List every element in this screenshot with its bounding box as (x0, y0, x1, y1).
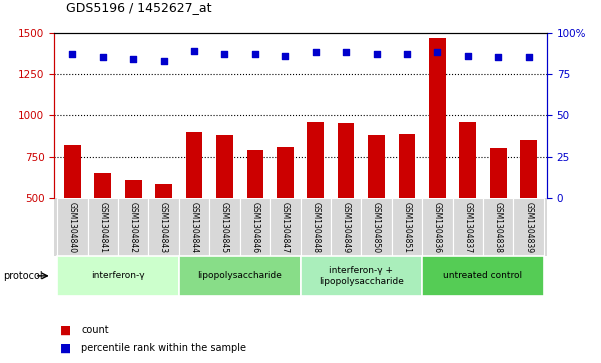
Point (402, 51, 412, 57)
Bar (94, 173, 111, 280)
Text: GSM1304843: GSM1304843 (159, 203, 168, 254)
Bar (179, 256, 300, 296)
Bar (392, 198, 422, 256)
Text: GSM1304839: GSM1304839 (524, 203, 533, 254)
Bar (57, 256, 179, 296)
Text: GSM1304842: GSM1304842 (129, 203, 138, 253)
Text: GSM1304847: GSM1304847 (281, 203, 290, 254)
Text: GSM1304838: GSM1304838 (494, 203, 502, 253)
Text: count: count (81, 325, 109, 335)
Text: protocol: protocol (3, 271, 43, 281)
Bar (148, 198, 179, 256)
Bar (453, 198, 483, 256)
Text: ■: ■ (60, 342, 72, 355)
Bar (459, 122, 476, 280)
Point (463, 53, 472, 59)
Bar (240, 198, 270, 256)
Bar (422, 198, 453, 256)
Text: GSM1304849: GSM1304849 (341, 203, 350, 254)
Bar (398, 134, 415, 280)
Text: untreated control: untreated control (444, 272, 523, 280)
Bar (277, 147, 294, 280)
Point (281, 53, 290, 59)
Bar (300, 198, 331, 256)
Point (524, 54, 534, 60)
Text: GSM1304841: GSM1304841 (99, 203, 107, 253)
Text: GDS5196 / 1452627_at: GDS5196 / 1452627_at (66, 1, 212, 15)
Text: ■: ■ (60, 324, 72, 337)
Text: GSM1304848: GSM1304848 (311, 203, 320, 253)
Point (493, 54, 503, 60)
Bar (125, 180, 142, 280)
Text: lipopolysaccharide: lipopolysaccharide (197, 272, 282, 280)
Point (129, 56, 138, 62)
Bar (338, 123, 355, 280)
Text: GSM1304840: GSM1304840 (68, 203, 77, 254)
Bar (490, 148, 507, 280)
Point (372, 51, 382, 57)
Bar (368, 135, 385, 280)
Bar (270, 198, 300, 256)
Text: GSM1304851: GSM1304851 (403, 203, 412, 253)
Bar (118, 198, 148, 256)
Bar (520, 140, 537, 280)
Bar (361, 198, 392, 256)
Bar (179, 198, 209, 256)
Point (98, 54, 108, 60)
Text: GSM1304837: GSM1304837 (463, 203, 472, 254)
Bar (186, 132, 203, 280)
Text: GSM1304846: GSM1304846 (251, 203, 260, 254)
Bar (216, 135, 233, 280)
Bar (246, 150, 263, 280)
Text: interferon-γ +
lipopolysaccharide: interferon-γ + lipopolysaccharide (319, 266, 404, 286)
Bar (483, 198, 513, 256)
Bar (209, 198, 240, 256)
Bar (300, 256, 422, 296)
Point (250, 51, 260, 57)
Text: GSM1304850: GSM1304850 (372, 203, 381, 254)
Bar (64, 145, 81, 280)
Point (189, 48, 199, 54)
Point (341, 50, 351, 56)
Point (159, 58, 168, 64)
Bar (513, 198, 544, 256)
Point (433, 50, 442, 56)
Bar (307, 122, 324, 280)
Text: percentile rank within the sample: percentile rank within the sample (81, 343, 246, 354)
Bar (57, 198, 88, 256)
Point (219, 51, 229, 57)
Bar (429, 38, 446, 280)
Bar (422, 256, 544, 296)
Bar (331, 198, 361, 256)
Text: GSM1304844: GSM1304844 (189, 203, 198, 254)
Text: GSM1304845: GSM1304845 (220, 203, 229, 254)
Text: GSM1304836: GSM1304836 (433, 203, 442, 254)
Bar (88, 198, 118, 256)
Text: interferon-γ: interferon-γ (91, 272, 145, 280)
Bar (155, 184, 172, 280)
Point (67, 51, 77, 57)
Point (311, 50, 320, 56)
